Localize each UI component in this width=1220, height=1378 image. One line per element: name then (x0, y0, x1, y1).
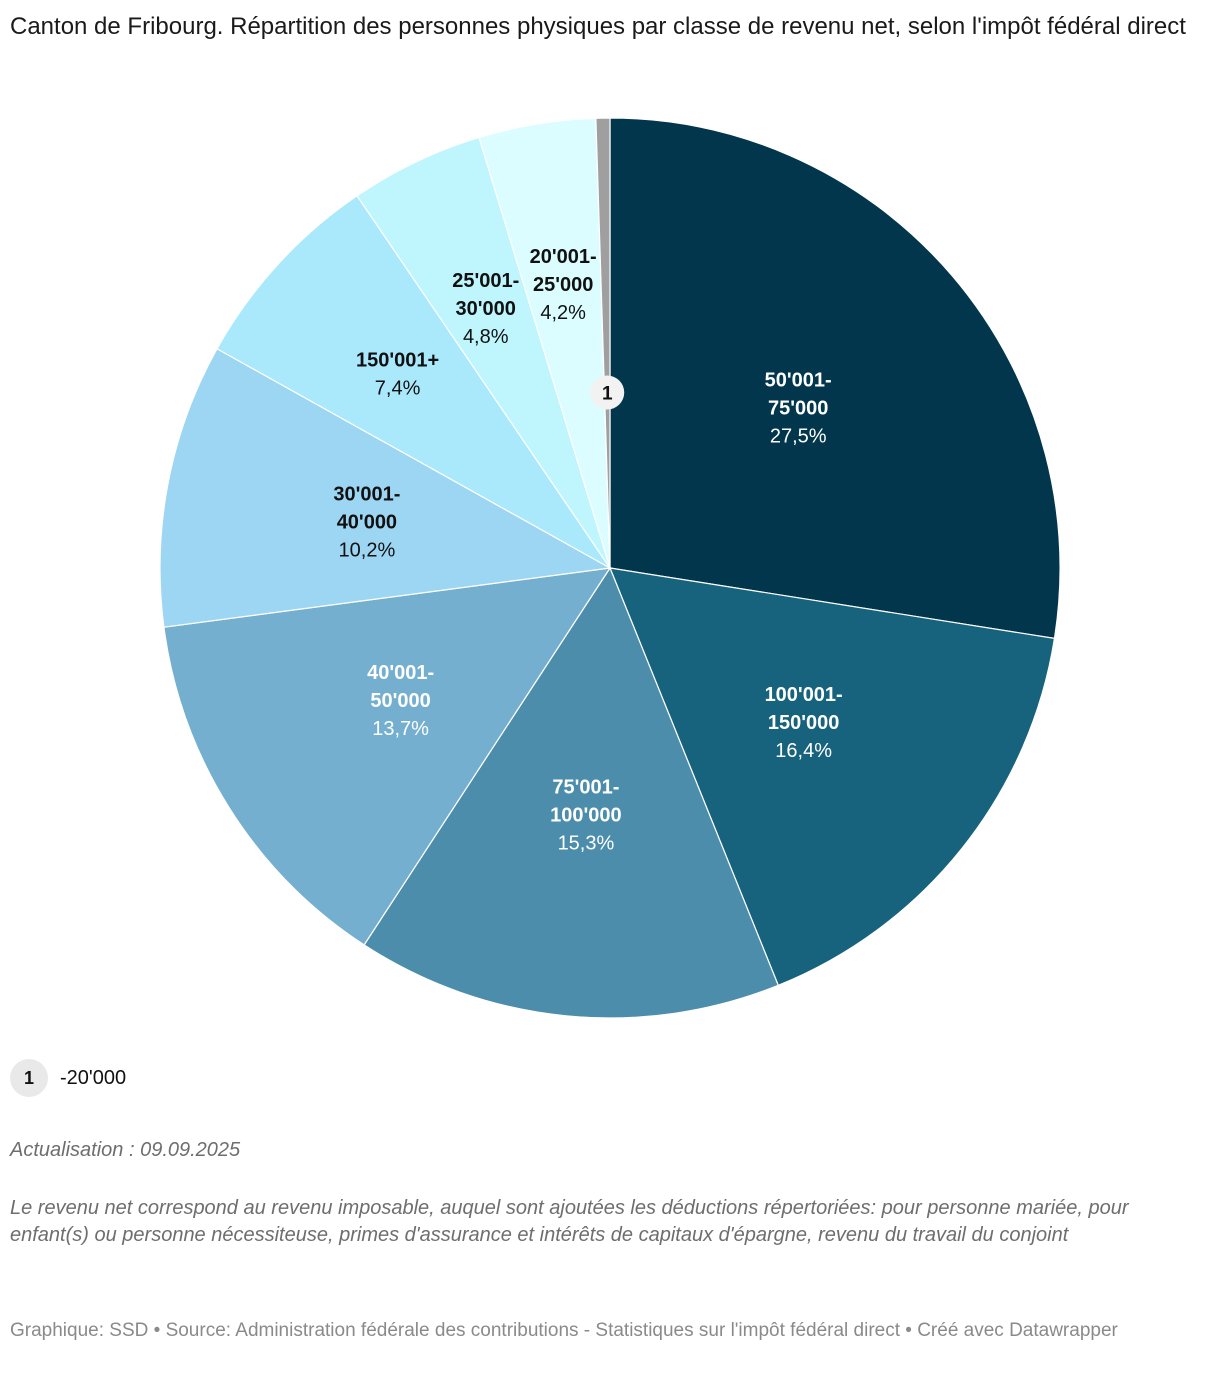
slice-value-label: 4,2% (540, 302, 586, 324)
chart-title: Canton de Fribourg. Répartition des pers… (10, 13, 1186, 40)
pie-slice-40-001-50-000[interactable] (163, 567, 612, 946)
footnote: 1 -20'000 (10, 1059, 126, 1097)
slice-value-label: 4,8% (463, 326, 509, 348)
slice-category-label: 25'000 (533, 274, 593, 296)
pie-slice-20-000[interactable] (595, 117, 611, 569)
footnote-text: -20'000 (60, 1066, 127, 1089)
pie-label-50-001-75-000: 50'001- 75'000 27,5% (765, 369, 832, 447)
pie-svg: 50'001-75'00027,5%100'001-150'00016,4%75… (159, 117, 1061, 1019)
chart-source: Graphique: SSD • Source: Administration … (10, 1320, 1118, 1341)
slice-category-label: 20'001- (530, 246, 597, 268)
pie-label-75-001-100-000: 75'001- 100'000 15,3% (550, 776, 622, 854)
pie-slice-75-001-100-000[interactable] (363, 566, 780, 1019)
pie-label-100-001-150-000: 100'001- 150'000 16,4% (765, 684, 843, 762)
slice-category-label: 75'001- (552, 776, 619, 798)
pie-marker-20-000: 1 (590, 375, 625, 410)
slice-category-label: 100'001- (765, 684, 843, 706)
pie-slice-50-001-75-000[interactable] (609, 117, 1061, 640)
slice-category-label: 25'001- (452, 270, 519, 292)
slice-category-label: 150'001+ (356, 350, 439, 372)
pie-label-40-001-50-000: 40'001- 50'000 13,7% (367, 662, 434, 740)
slice-category-label: 30'001- (333, 484, 400, 506)
pie-slice-150-001[interactable] (216, 194, 611, 569)
slice-category-label: 30'000 (456, 298, 516, 320)
pie-slice-100-001-150-000[interactable] (609, 567, 1056, 987)
pie-label-150-001: 150'001+ 7,4% (356, 350, 439, 400)
slice-value-label: 10,2% (339, 540, 396, 562)
slice-category-label: 40'000 (337, 512, 397, 534)
slice-category-label: 75'000 (768, 397, 828, 419)
pie-label-30-001-40-000: 30'001- 40'000 10,2% (333, 484, 400, 562)
svg-text:1: 1 (602, 384, 613, 405)
slice-category-label: 100'000 (550, 804, 622, 826)
slice-value-label: 15,3% (558, 832, 615, 854)
pie-label-20-001-25-000: 20'001- 25'000 4,2% (530, 246, 597, 324)
slice-value-label: 13,7% (372, 718, 429, 740)
update-date: Actualisation : 09.09.2025 (10, 1139, 241, 1161)
pie-chart: 50'001- 75'000 27,5% 100'001- 150'000 16,4% 75… (0, 90, 1220, 1050)
slice-value-label: 16,4% (775, 740, 832, 762)
slice-value-label: 27,5% (770, 425, 827, 447)
slice-category-label: 150'000 (768, 712, 840, 734)
slice-category-label: 50'001- (765, 369, 832, 391)
chart-notes: Le revenu net correspond au revenu impos… (10, 1197, 1129, 1246)
pie-label-25-001-30-000: 25'001- 30'000 4,8% (452, 270, 519, 348)
pie-slice-30-001-40-000[interactable] (159, 347, 612, 628)
slice-category-label: 50'000 (370, 690, 430, 712)
slice-category-label: 40'001- (367, 662, 434, 684)
slice-value-label: 7,4% (375, 378, 421, 400)
footnote-marker: 1 (10, 1059, 48, 1097)
